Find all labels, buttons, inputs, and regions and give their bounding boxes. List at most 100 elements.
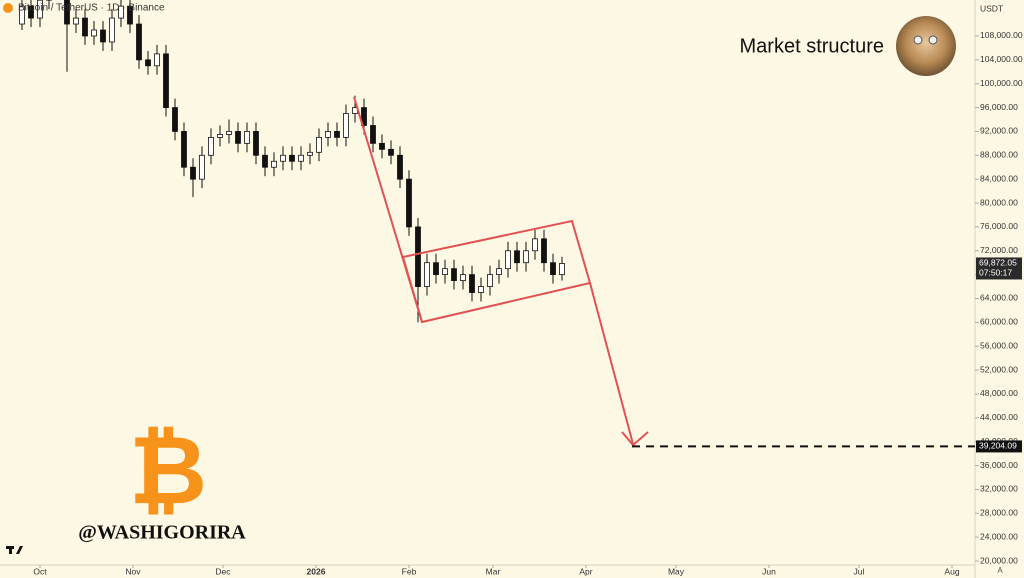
candle-body bbox=[226, 131, 232, 135]
candle-body bbox=[262, 154, 268, 168]
y-tick-label: 84,000.00 bbox=[980, 173, 1018, 183]
candle-body bbox=[325, 131, 331, 138]
candle-body bbox=[19, 5, 25, 25]
candle-body bbox=[433, 262, 439, 276]
candle-body bbox=[487, 274, 493, 287]
candle-body bbox=[154, 53, 160, 67]
candle-body bbox=[64, 0, 70, 25]
y-tick-label: 24,000.00 bbox=[980, 531, 1018, 541]
candle-body bbox=[181, 131, 187, 168]
last-price-label: 69,872.05 bbox=[979, 258, 1017, 268]
chart-title: Market structure bbox=[740, 35, 884, 57]
candle-body bbox=[307, 151, 313, 156]
candle-body bbox=[190, 166, 196, 180]
y-tick-label: 72,000.00 bbox=[980, 245, 1018, 255]
target-label-bg bbox=[976, 440, 1022, 453]
candle-body bbox=[289, 154, 295, 162]
candle-body bbox=[478, 286, 484, 293]
y-tick-label: 56,000.00 bbox=[980, 340, 1018, 350]
candle-body bbox=[460, 274, 466, 281]
currency: USDT bbox=[980, 3, 1003, 13]
candle-body bbox=[208, 137, 214, 156]
y-tick-label: 96,000.00 bbox=[980, 102, 1018, 112]
y-tick-label: 32,000.00 bbox=[980, 484, 1018, 494]
arrow-head bbox=[621, 431, 649, 447]
last-price-bg bbox=[976, 257, 1022, 280]
target-arrow bbox=[589, 282, 634, 445]
candle-body bbox=[73, 17, 79, 25]
x-tick-label: May bbox=[668, 566, 685, 576]
avatar bbox=[896, 16, 956, 76]
candle-body bbox=[334, 131, 340, 138]
candle-body bbox=[379, 142, 385, 150]
candle-body bbox=[37, 0, 43, 19]
candle-body bbox=[442, 268, 448, 276]
y-tick-label: 28,000.00 bbox=[980, 508, 1018, 518]
candle-body bbox=[316, 137, 322, 153]
y-tick-label: 48,000.00 bbox=[980, 388, 1018, 398]
candles bbox=[19, 0, 565, 323]
candle-body bbox=[145, 59, 151, 67]
candle-body bbox=[235, 131, 241, 144]
y-tick-label: 64,000.00 bbox=[980, 293, 1018, 303]
x-tick-label: Nov bbox=[125, 566, 141, 576]
bitcoin-logo: ₿ bbox=[129, 417, 207, 524]
candle-body bbox=[550, 262, 556, 276]
candle-body bbox=[253, 131, 259, 156]
y-tick-label: 44,000.00 bbox=[980, 412, 1018, 422]
candle-body bbox=[370, 125, 376, 144]
y-tick-label: 108,000.00 bbox=[980, 30, 1023, 40]
x-tick-label: Apr bbox=[579, 566, 592, 576]
candle-body bbox=[451, 268, 457, 281]
candle-body bbox=[127, 5, 133, 25]
candle-body bbox=[172, 107, 178, 132]
candle-body bbox=[415, 226, 421, 287]
candle-body bbox=[163, 53, 169, 108]
y-tick-label: 36,000.00 bbox=[980, 460, 1018, 470]
candle-body bbox=[298, 154, 304, 162]
candle-body bbox=[136, 23, 142, 61]
target-label: 39,204.09 bbox=[979, 441, 1017, 451]
candle-body bbox=[28, 5, 34, 19]
y-tick-label: 60,000.00 bbox=[980, 317, 1018, 327]
candle-body bbox=[559, 263, 565, 276]
candle-body bbox=[469, 274, 475, 293]
candle-body bbox=[397, 154, 403, 180]
candle-body bbox=[244, 131, 250, 144]
candle-body bbox=[199, 154, 205, 180]
tradingview-logo bbox=[6, 546, 23, 554]
auto-scale[interactable]: A bbox=[997, 566, 1003, 575]
annotations bbox=[353, 96, 649, 447]
candle-body bbox=[523, 250, 529, 264]
candle-body bbox=[361, 107, 367, 126]
x-tick-label: Oct bbox=[33, 566, 47, 576]
price-axis-bg bbox=[975, 0, 1024, 578]
y-tick-label: 20,000.00 bbox=[980, 555, 1018, 565]
x-tick-label: Jul bbox=[854, 566, 865, 576]
candle-body bbox=[118, 5, 124, 19]
y-tick-label: 80,000.00 bbox=[980, 197, 1018, 207]
x-tick-label: Mar bbox=[486, 566, 501, 576]
x-tick-label: Aug bbox=[944, 566, 959, 576]
candle-body bbox=[100, 29, 106, 43]
x-tick-label: Dec bbox=[215, 566, 231, 576]
candle-body bbox=[82, 17, 88, 37]
candle-body bbox=[424, 262, 430, 287]
y-tick-label: 88,000.00 bbox=[980, 150, 1018, 160]
candle-body bbox=[388, 148, 394, 156]
candle-body bbox=[109, 17, 115, 43]
candle-body bbox=[505, 250, 511, 270]
candle-body bbox=[406, 178, 412, 228]
candle-body bbox=[532, 238, 538, 252]
y-tick-label: 92,000.00 bbox=[980, 126, 1018, 136]
symbol-icon bbox=[3, 3, 13, 13]
symbol-header: Bitcoin / TetherUS · 1D · Binance bbox=[18, 3, 165, 14]
candle-body bbox=[496, 268, 502, 276]
candle-body bbox=[514, 250, 520, 264]
y-tick-label: 76,000.00 bbox=[980, 221, 1018, 231]
candle-body bbox=[343, 113, 349, 138]
y-tick-label: 100,000.00 bbox=[980, 78, 1023, 88]
x-tick-label: Jun bbox=[762, 566, 776, 576]
